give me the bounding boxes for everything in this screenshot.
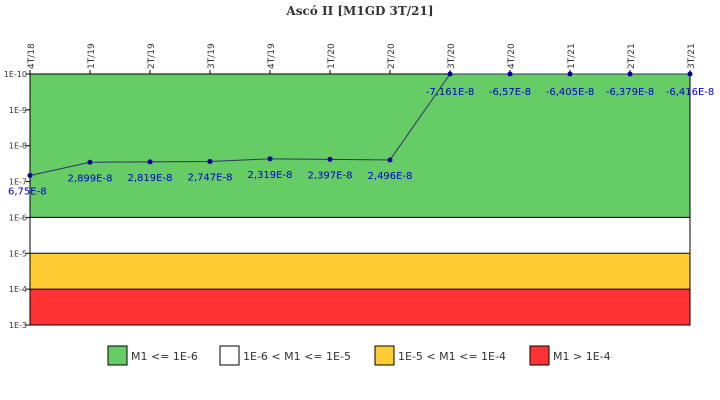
data-label: -6,379E-8 — [606, 87, 655, 98]
series-line — [29, 73, 690, 176]
x-tick-label: 4T/20 — [507, 43, 517, 69]
y-tick-label: 1E-8 — [9, 142, 27, 151]
x-tick-label: 2T/20 — [387, 43, 397, 69]
data-label: 2,899E-8 — [68, 173, 113, 184]
data-label: -7,161E-8 — [426, 87, 475, 98]
x-tick-label: 2T/21 — [627, 43, 637, 69]
data-label: 2,747E-8 — [188, 172, 233, 183]
y-tick-label: 1E-9 — [9, 106, 27, 115]
legend-swatch — [107, 345, 128, 366]
data-point — [87, 159, 93, 165]
chart-title: Ascó II [M1GD 3T/21] — [285, 4, 433, 18]
x-tick-label: 3T/20 — [447, 43, 457, 69]
y-tick-label: 1E-5 — [9, 249, 27, 258]
legend-swatch — [529, 345, 550, 366]
x-tick-label: 2T/19 — [147, 43, 157, 69]
y-tick-label: 1E-6 — [9, 213, 27, 222]
data-label: -6,416E-8 — [666, 87, 715, 98]
data-point — [507, 71, 513, 77]
data-point — [687, 71, 693, 77]
data-point — [327, 156, 333, 162]
data-point — [567, 71, 573, 77]
data-point — [207, 158, 213, 164]
data-label: 2,819E-8 — [128, 173, 173, 184]
band-2 — [30, 253, 690, 290]
y-tick-label: 1E-3 — [9, 321, 27, 330]
x-tick-label: 1T/21 — [567, 43, 577, 69]
legend-swatch — [219, 345, 240, 366]
y-tick-label: 1E-7 — [9, 178, 27, 187]
data-point — [267, 156, 273, 162]
data-point — [627, 71, 633, 77]
band-3 — [30, 289, 690, 325]
data-label: -6,405E-8 — [546, 87, 595, 98]
x-tick-label: 4T/19 — [267, 43, 277, 69]
y-tick-label: 1E-4 — [9, 285, 27, 294]
x-tick-label: 1T/20 — [327, 43, 337, 69]
data-point — [387, 157, 393, 163]
band-0 — [30, 74, 690, 218]
data-label: 2,496E-8 — [368, 171, 413, 182]
data-point — [27, 172, 33, 178]
band-1 — [30, 217, 690, 254]
data-label: 2,319E-8 — [248, 170, 293, 181]
legend-label: 1E-5 < M1 <= 1E-4 — [398, 350, 506, 363]
x-tick-label: 3T/21 — [687, 43, 697, 69]
data-label: 6,75E-8 — [8, 186, 47, 197]
y-tick-label: 1E-10 — [4, 70, 27, 79]
legend-label: M1 > 1E-4 — [553, 350, 611, 363]
legend-swatch — [374, 345, 395, 366]
data-point — [447, 71, 453, 77]
data-point — [147, 159, 153, 165]
data-label: 2,397E-8 — [308, 170, 353, 181]
data-label: -6,57E-8 — [489, 87, 531, 98]
legend-label: 1E-6 < M1 <= 1E-5 — [243, 350, 351, 363]
x-tick-label: 4T/18 — [27, 43, 37, 69]
legend-label: M1 <= 1E-6 — [131, 350, 198, 363]
x-tick-label: 1T/19 — [87, 43, 97, 69]
x-tick-label: 3T/19 — [207, 43, 217, 69]
plot-frame — [29, 73, 691, 326]
